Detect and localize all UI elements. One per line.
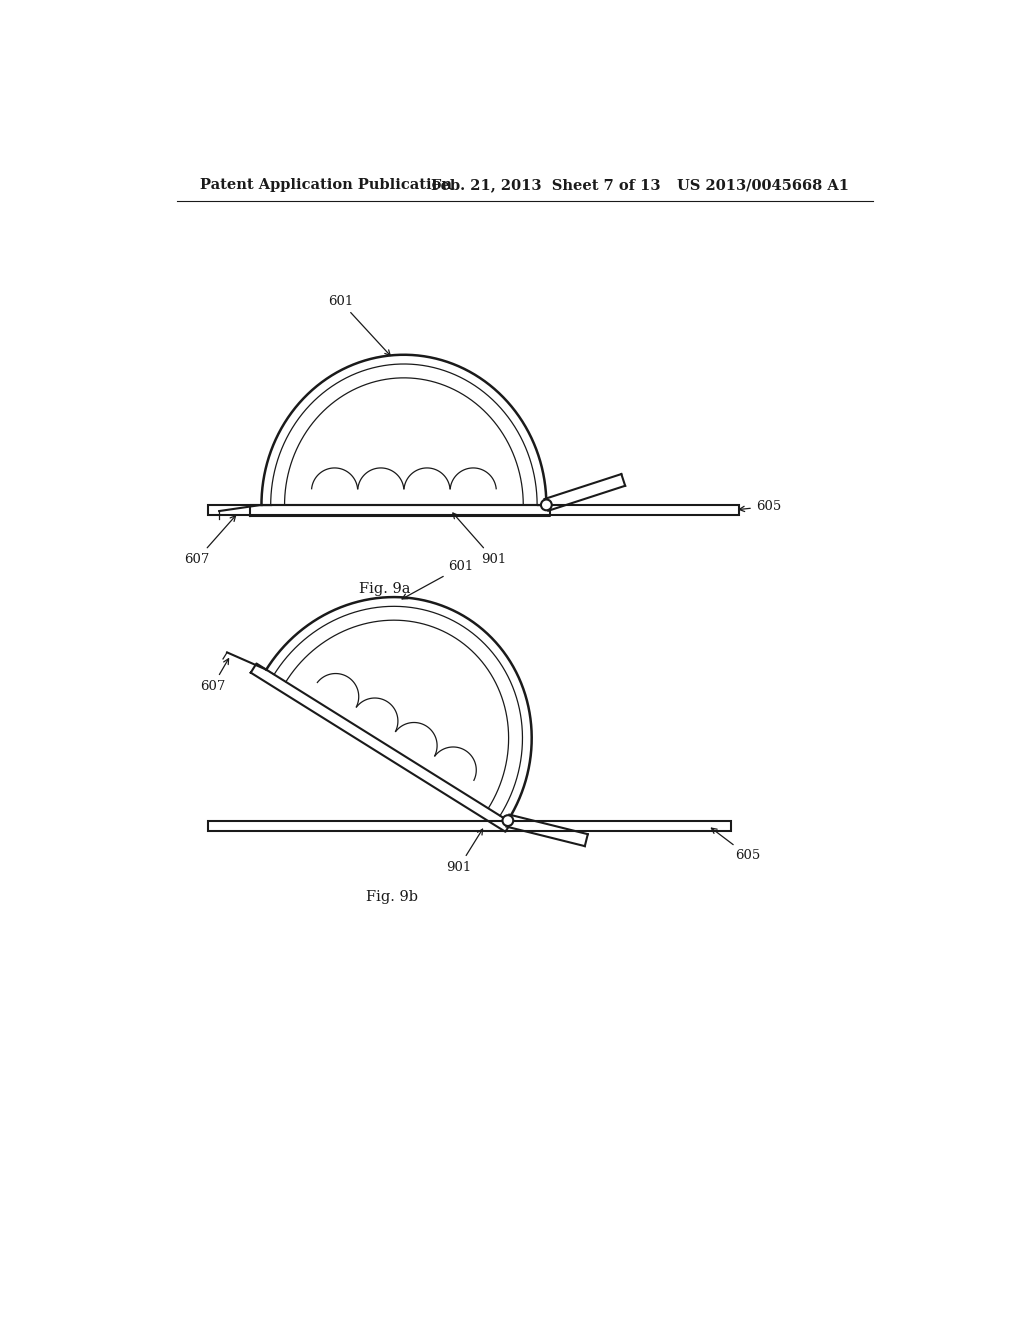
Text: 901: 901 bbox=[453, 513, 506, 566]
Text: 605: 605 bbox=[712, 828, 760, 862]
Text: 605: 605 bbox=[739, 500, 781, 513]
Text: Feb. 21, 2013  Sheet 7 of 13: Feb. 21, 2013 Sheet 7 of 13 bbox=[431, 178, 660, 193]
Circle shape bbox=[503, 816, 513, 826]
Text: Fig. 9b: Fig. 9b bbox=[367, 891, 419, 904]
Text: 601: 601 bbox=[328, 294, 390, 355]
Bar bbox=[208, 506, 739, 515]
Text: 607: 607 bbox=[184, 516, 236, 566]
Text: Patent Application Publication: Patent Application Publication bbox=[200, 178, 452, 193]
Text: 901: 901 bbox=[446, 829, 482, 874]
Text: Fig. 9a: Fig. 9a bbox=[358, 582, 411, 597]
Circle shape bbox=[541, 499, 552, 511]
Text: US 2013/0045668 A1: US 2013/0045668 A1 bbox=[677, 178, 849, 193]
Text: 601: 601 bbox=[402, 560, 474, 599]
Text: 607: 607 bbox=[200, 659, 228, 693]
Bar bbox=[208, 821, 731, 830]
